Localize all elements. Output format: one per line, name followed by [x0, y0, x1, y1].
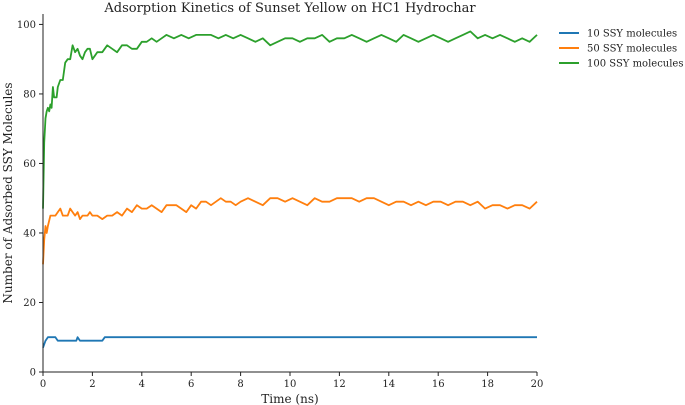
- x-tick-label: 14: [382, 379, 395, 390]
- y-axis-label: Number of Adsorbed SSY Molecules: [1, 82, 15, 303]
- series-line-2: [42, 197, 538, 265]
- x-tick-label: 16: [432, 379, 445, 390]
- series-line-3: [42, 30, 538, 209]
- x-tick-label: 0: [40, 379, 46, 390]
- x-tick-label: 2: [89, 379, 95, 390]
- x-tick-label: 8: [237, 379, 243, 390]
- chart-title: Adsorption Kinetics of Sunset Yellow on …: [103, 1, 476, 16]
- legend-label: 100 SSY molecules: [587, 59, 683, 70]
- x-tick-label: 6: [188, 379, 194, 390]
- x-axis-ticks: 0 2 4 6 8 10 12 14 16 18 20: [40, 372, 544, 390]
- legend-label: 50 SSY molecules: [587, 44, 677, 55]
- x-tick-label: 4: [139, 379, 145, 390]
- y-tick-label: 60: [23, 159, 36, 170]
- y-tick-label: 0: [30, 368, 36, 379]
- x-tick-label: 18: [481, 379, 494, 390]
- x-tick-label: 20: [531, 379, 544, 390]
- y-axis-ticks: 0 20 40 60 80 100: [17, 20, 43, 379]
- y-tick-label: 100: [17, 20, 36, 31]
- x-axis-label: Time (ns): [261, 392, 318, 405]
- legend-label: 10 SSY molecules: [587, 29, 677, 40]
- x-tick-label: 10: [284, 379, 297, 390]
- y-tick-label: 80: [23, 89, 36, 100]
- series-line-1: [42, 336, 537, 349]
- x-tick-label: 12: [333, 379, 346, 390]
- legend: 10 SSY molecules 50 SSY molecules 100 SSY …: [559, 29, 683, 70]
- y-tick-label: 40: [23, 228, 36, 239]
- plot-area: [42, 30, 538, 349]
- y-tick-label: 20: [23, 298, 36, 309]
